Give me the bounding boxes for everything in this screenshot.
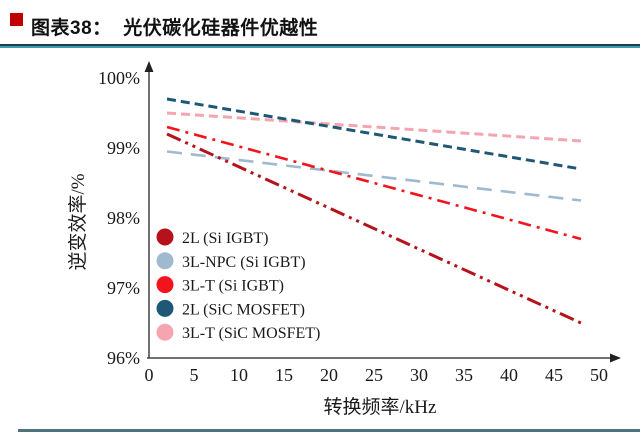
series-line-2l-si-igbt-	[166, 132, 582, 325]
title-underline-dark	[0, 44, 640, 46]
legend-label: 3L-T (Si IGBT)	[182, 278, 284, 295]
legend-swatch-icon	[156, 276, 174, 294]
y-tick-label: 97%	[107, 278, 140, 298]
x-tick-label: 50	[590, 365, 608, 385]
x-tick-label: 15	[275, 365, 293, 385]
x-tick-label: 35	[455, 365, 473, 385]
x-tick-label: 20	[320, 365, 338, 385]
legend-swatch-icon	[156, 299, 174, 317]
legend-label: 2L (Si IGBT)	[182, 230, 269, 247]
legend-label: 2L (SiC MOSFET)	[182, 301, 305, 318]
x-axis-arrow-icon	[610, 353, 621, 363]
y-axis-arrow-icon	[144, 61, 154, 72]
x-axis-title: 转换频率/kHz	[324, 396, 437, 418]
series-line-3l-t-sic-mosfet-	[166, 111, 582, 143]
legend-swatch-icon	[156, 228, 174, 246]
series-line-3l-npc-si-igbt-	[166, 150, 582, 202]
title-underline-teal	[0, 46, 640, 48]
y-tick-label: 96%	[107, 348, 140, 368]
title-bullet-square	[10, 13, 23, 26]
y-tick-label: 98%	[107, 208, 140, 228]
legend-swatch-icon	[156, 323, 174, 341]
x-tick-label: 0	[145, 365, 154, 385]
footer-rule	[18, 429, 640, 432]
legend-label: 3L-NPC (Si IGBT)	[182, 254, 306, 271]
title-underline	[0, 44, 640, 48]
x-tick-label: 45	[545, 365, 563, 385]
legend-swatch-icon	[156, 252, 174, 270]
x-tick-label: 25	[365, 365, 383, 385]
legend-label: 3L-T (SiC MOSFET)	[182, 325, 320, 342]
figure-title: 图表38： 光伏碳化硅器件优越性	[31, 18, 319, 39]
y-axis-title: 逆变效率/%	[67, 173, 89, 270]
series-line-3l-t-si-igbt-	[166, 125, 582, 241]
x-tick-label: 30	[410, 365, 428, 385]
x-tick-label: 40	[500, 365, 518, 385]
y-tick-label: 100%	[98, 68, 140, 88]
x-tick-label: 10	[230, 365, 248, 385]
y-tick-label: 99%	[107, 138, 140, 158]
x-tick-label: 5	[190, 365, 199, 385]
